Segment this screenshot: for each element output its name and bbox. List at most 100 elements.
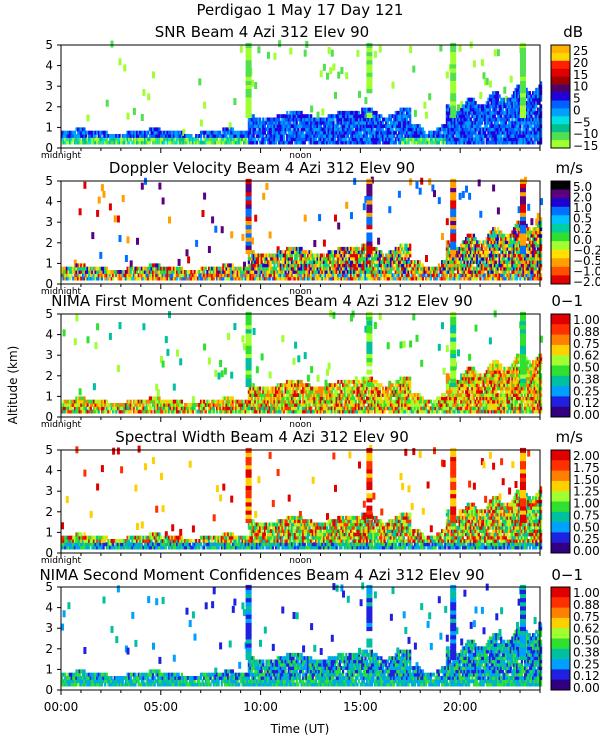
heatmap-cell (290, 250, 294, 255)
heatmap-cell (399, 276, 402, 281)
heatmap-cell (231, 130, 234, 135)
heatmap-cell (525, 140, 528, 145)
heatmap-cell (536, 114, 539, 119)
heatmap-cell (75, 140, 78, 145)
heatmap-cell (88, 270, 91, 274)
heatmap-cell (377, 134, 380, 138)
heatmap-cell (158, 266, 161, 271)
heatmap-cell (247, 140, 250, 145)
heatmap-cell (342, 124, 345, 128)
heatmap-cell (298, 130, 302, 135)
heatmap-cell (445, 250, 448, 255)
heatmap-cell (383, 260, 386, 264)
heatmap-cell (450, 124, 453, 128)
heatmap-cell (450, 140, 453, 145)
heatmap-cell (278, 114, 281, 119)
heatmap-cell (428, 134, 431, 138)
heatmap-cell (249, 134, 252, 138)
heatmap-cell (132, 130, 136, 135)
heatmap-cell (472, 253, 476, 258)
heatmap-cell (273, 260, 276, 264)
heatmap-cell (236, 137, 239, 142)
heatmap-cell (358, 124, 361, 128)
heatmap-cell (391, 134, 394, 138)
heatmap-cell (282, 137, 286, 142)
heatmap-cell (279, 266, 282, 271)
heatmap-cell (528, 140, 531, 145)
heatmap-cell (468, 110, 471, 115)
heatmap-cell (155, 270, 158, 274)
heatmap-cell (372, 250, 375, 255)
heatmap-cell (532, 104, 535, 109)
heatmap-cell (252, 120, 255, 125)
heatmap-cell (508, 233, 511, 238)
heatmap-cell (270, 260, 273, 264)
heatmap-cell (271, 273, 274, 278)
heatmap-cell (356, 260, 359, 264)
heatmap-cell (287, 134, 290, 138)
heatmap-cell (373, 120, 377, 125)
heatmap-cell (108, 140, 112, 145)
heatmap-cell (527, 117, 530, 122)
heatmap-cell (105, 276, 108, 281)
colorbar-swatch (551, 275, 570, 285)
heatmap-cell (330, 270, 333, 274)
heatmap-cell (498, 246, 501, 251)
heatmap-cell (321, 276, 324, 281)
heatmap-cell (479, 256, 482, 261)
heatmap-cell (342, 263, 345, 268)
heatmap-cell (262, 276, 265, 281)
heatmap-cell (343, 276, 346, 281)
heatmap-cell (447, 114, 450, 119)
colorbar-swatch (551, 124, 570, 133)
heatmap-cell (115, 270, 118, 274)
heatmap-cell (509, 75, 513, 83)
heatmap-cell (329, 270, 332, 274)
heatmap-cell (168, 266, 171, 271)
heatmap-cell (501, 253, 504, 258)
heatmap-cell (340, 246, 343, 251)
heatmap-cell (477, 110, 480, 115)
heatmap-cell (496, 246, 500, 251)
heatmap-cell (455, 253, 458, 258)
heatmap-cell (479, 240, 482, 245)
colorbar-swatch (551, 84, 570, 93)
heatmap-cell (99, 273, 102, 278)
heatmap-cell (501, 101, 504, 105)
heatmap-cell (469, 276, 472, 281)
heatmap-cell (85, 137, 88, 142)
heatmap-cell (457, 266, 460, 271)
heatmap-cell (222, 263, 225, 268)
panel-title: SNR Beam 4 Azi 312 Elev 90 (155, 23, 369, 41)
heatmap-cell (123, 134, 126, 138)
heatmap-cell (508, 114, 511, 119)
heatmap-cell (337, 256, 340, 261)
heatmap-cell (104, 266, 107, 271)
heatmap-cell (525, 130, 528, 135)
heatmap-cell (524, 120, 527, 125)
heatmap-cell (461, 130, 464, 135)
heatmap-cell (373, 130, 377, 135)
heatmap-cell (504, 253, 508, 258)
heatmap-cell (334, 250, 337, 255)
heatmap-cell (369, 273, 372, 278)
heatmap-cell (378, 260, 381, 264)
heatmap-cell (281, 250, 284, 255)
heatmap-cell (247, 260, 250, 264)
heatmap-cell (306, 114, 310, 119)
heatmap-cell (338, 246, 341, 251)
heatmap-cell (126, 134, 129, 138)
heatmap-cell (358, 137, 361, 142)
heatmap-cell (273, 140, 276, 145)
heatmap-cell (493, 107, 496, 112)
heatmap-cell (484, 130, 487, 135)
heatmap-cell (512, 114, 516, 119)
heatmap-cell (353, 110, 356, 115)
heatmap-cell (209, 266, 212, 271)
heatmap-cell (164, 130, 167, 135)
heatmap-cell (254, 140, 257, 145)
heatmap-cell (81, 266, 84, 271)
heatmap-cell (99, 130, 102, 135)
heatmap-cell (284, 266, 287, 271)
heatmap-cell (217, 134, 220, 138)
